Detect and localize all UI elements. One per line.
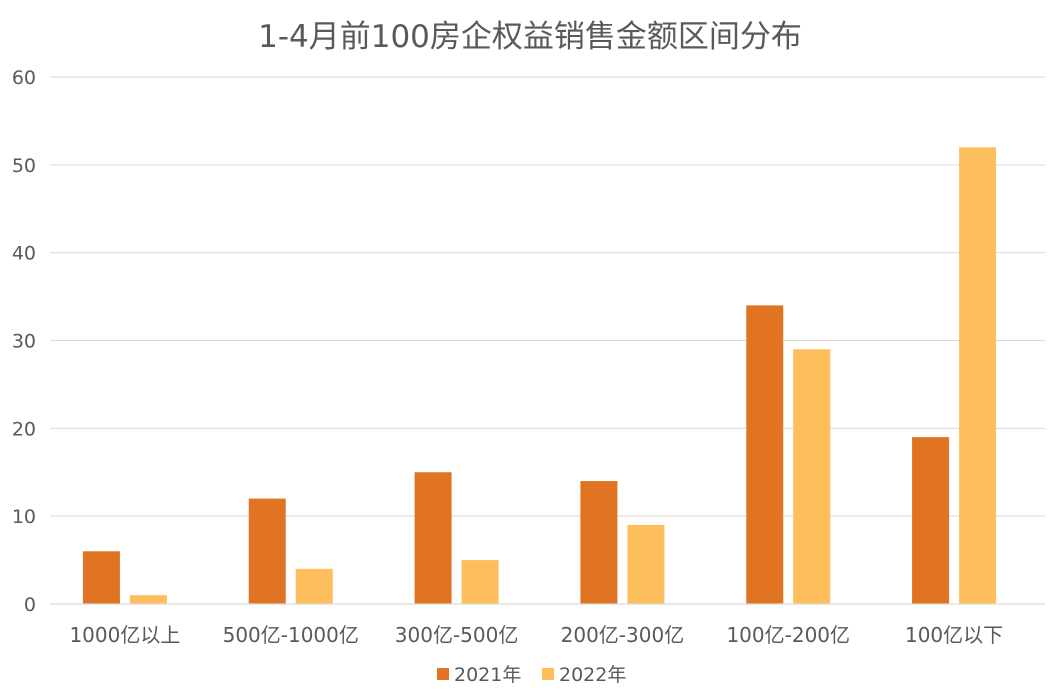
bar-series0-5 (912, 437, 950, 604)
chart-title: 1-4月前100房企权益销售金额区间分布 (258, 19, 802, 55)
bar-series0-3 (580, 481, 618, 604)
bar-series0-0 (82, 551, 120, 604)
bar-series1-0 (129, 595, 167, 604)
x-category-label: 300亿-500亿 (395, 623, 519, 647)
y-tick-label: 20 (12, 418, 36, 440)
legend-swatch-1 (542, 668, 554, 680)
y-tick-label: 0 (24, 594, 36, 616)
bar-series1-2 (461, 560, 499, 604)
x-category-label: 1000亿以上 (69, 623, 180, 647)
x-category-label: 100亿-200亿 (726, 623, 850, 647)
legend-label-0: 2021年 (454, 664, 521, 686)
x-axis-categories: 1000亿以上 500亿-1000亿 300亿-500亿 200亿-300亿 100亿-… (69, 623, 1003, 647)
bar-series0-4 (746, 305, 784, 604)
legend-swatch-0 (437, 668, 449, 680)
y-tick-label: 10 (12, 506, 36, 528)
y-tick-label: 30 (12, 331, 36, 353)
bar-series0-2 (414, 472, 452, 604)
bar-series0-1 (248, 498, 286, 604)
legend: 2021年 2022年 (437, 664, 626, 686)
y-tick-label: 60 (12, 67, 36, 89)
y-tick-label: 50 (12, 155, 36, 177)
x-category-label: 500亿-1000亿 (223, 623, 359, 647)
gridlines (50, 76, 1045, 517)
y-tick-label: 40 (12, 243, 36, 265)
legend-label-1: 2022年 (559, 664, 626, 686)
bar-series1-4 (793, 349, 831, 604)
bar-series1-1 (295, 568, 333, 604)
x-category-label: 200亿-300亿 (561, 623, 685, 647)
x-category-label: 100亿以下 (905, 623, 1003, 647)
y-axis-ticks: 0 10 20 30 40 50 60 (12, 67, 36, 616)
bar-series1-5 (959, 147, 997, 604)
bars (82, 147, 997, 604)
bar-series1-3 (627, 524, 665, 604)
